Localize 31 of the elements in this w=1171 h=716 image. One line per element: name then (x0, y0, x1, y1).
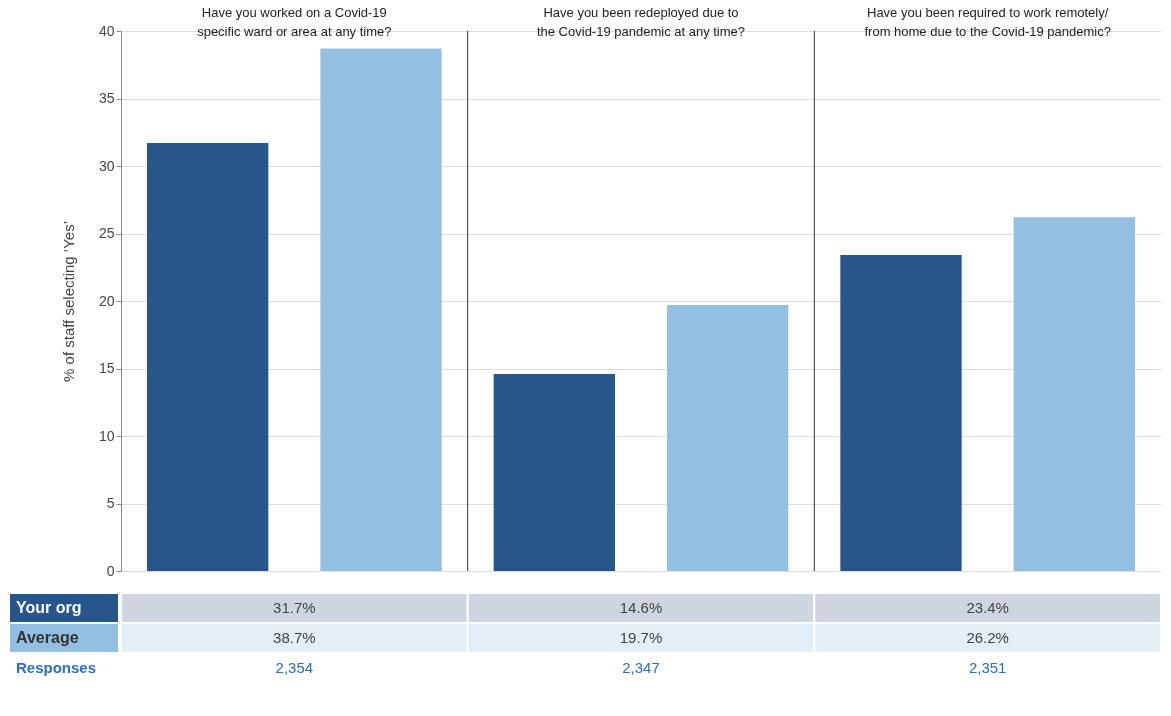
text: Responses (16, 659, 97, 676)
y-tick-label: 20 (98, 292, 115, 309)
x-tick-label: Have you worked on a Covid-19 specific ward or area at any time? (197, 4, 392, 39)
text: 2,351 (968, 659, 1007, 676)
y-axis-title: % of staff selecting ‘Yes’ (59, 221, 77, 382)
bar (320, 48, 442, 571)
y-tick-label: 0 (106, 562, 115, 579)
y-tick-label: 10 (98, 427, 115, 444)
bar (840, 255, 962, 571)
data-label: 31.7% (273, 599, 316, 616)
text: 2,347 (622, 659, 660, 676)
bar (667, 305, 789, 571)
y-tick-label: 35 (98, 90, 115, 106)
data-label: 26.2% (966, 629, 1009, 646)
text: Your org (16, 599, 82, 616)
x-tick-label: Have you been required to work remotely/ from home due to the Covid-19 pandemic? (864, 4, 1111, 39)
data-label: 14.6% (619, 599, 663, 616)
y-tick-label: 15 (98, 360, 115, 376)
y-tick-label: 40 (98, 22, 115, 39)
data-label: 19.7% (619, 629, 663, 646)
data-label: 38.7% (273, 629, 316, 646)
y-tick-label: 30 (98, 157, 115, 174)
bar (493, 373, 615, 571)
y-tick-label: 25 (98, 225, 115, 241)
text: 2,354 (275, 659, 314, 676)
bar (1013, 217, 1135, 571)
bar (147, 143, 269, 571)
y-tick-label: 5 (106, 495, 115, 511)
data-label: 23.4% (966, 599, 1009, 616)
text: Average (16, 629, 79, 646)
x-tick-label: Have you been redeployed due to the Covid-19 pandemic at any time? (536, 4, 746, 39)
